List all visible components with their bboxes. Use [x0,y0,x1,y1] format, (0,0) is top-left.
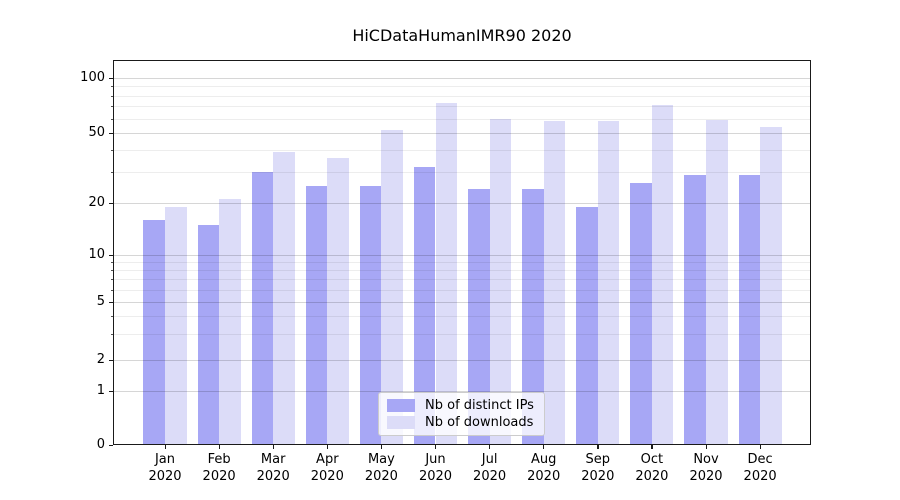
y-minor-tick-mark-60 [111,118,113,120]
y-tick-mark-1 [109,390,113,392]
bar-downloads-jun [435,102,458,445]
bar-distinct-ips-jul [468,189,490,445]
y-tick-mark-50 [109,132,113,134]
legend-label-downloads: Nb of downloads [425,415,534,430]
y-minor-tick-mark-7 [111,279,113,281]
x-tick-label-sep: Sep 2020 [581,452,615,484]
x-tick-label-apr: Apr 2020 [310,452,344,484]
bar-distinct-ips-mar [251,172,274,445]
x-tick-label-dec: Dec 2020 [743,452,777,484]
legend-label-distinct-ips: Nb of distinct IPs [425,398,534,413]
y-tick-mark-10 [109,254,113,256]
x-tick-mark-dec [759,445,761,449]
bars-layer [113,60,811,445]
bar-downloads-jan [165,206,187,445]
x-tick-mark-sep [597,445,599,449]
y-tick-label-5: 5 [96,294,105,309]
y-tick-mark-5 [109,301,113,303]
y-minor-tick-mark-9 [111,262,113,264]
bar-distinct-ips-sep [576,206,598,445]
minor-gridline-70 [113,106,811,108]
x-tick-label-jan: Jan 2020 [148,452,182,484]
bar-distinct-ips-jun [413,167,436,445]
y-tick-mark-100 [109,77,113,79]
bar-downloads-apr [327,158,349,445]
y-tick-label-10: 10 [88,247,105,262]
x-tick-mark-feb [218,445,220,449]
y-minor-tick-mark-3 [111,334,113,336]
x-tick-mark-nov [705,445,707,449]
y-minor-tick-mark-70 [111,106,113,108]
x-tick-label-may: May 2020 [364,452,398,484]
bar-distinct-ips-dec [738,174,761,445]
x-tick-mark-apr [326,445,329,449]
x-tick-label-feb: Feb 2020 [202,452,236,484]
bar-distinct-ips-feb [197,224,220,445]
bar-downloads-feb [219,199,241,445]
y-minor-tick-mark-6 [111,289,113,291]
bar-downloads-oct [651,105,674,445]
bar-downloads-may [381,129,403,445]
y-tick-label-2: 2 [96,352,105,367]
y-tick-mark-20 [109,202,113,204]
y-tick-label-20: 20 [88,195,105,210]
x-tick-mark-aug [543,445,545,449]
x-tick-mark-jul [489,445,491,449]
x-tick-label-jun: Jun 2020 [418,452,453,484]
y-minor-tick-mark-90 [111,86,113,88]
legend-swatch-distinct-ips [387,399,415,412]
y-minor-tick-mark-80 [111,95,113,97]
major-gridline-100 [113,78,811,79]
bar-downloads-aug [543,121,566,445]
x-tick-label-mar: Mar 2020 [256,452,290,484]
x-tick-mark-oct [651,445,653,449]
bar-downloads-dec [760,126,782,445]
y-minor-tick-mark-4 [111,316,113,318]
bar-downloads-mar [273,151,295,445]
x-tick-mark-mar [272,445,274,449]
x-tick-label-jul: Jul 2020 [473,452,507,484]
x-tick-label-nov: Nov 2020 [689,452,723,484]
bar-distinct-ips-nov [684,174,706,445]
legend-swatch-downloads [387,416,415,429]
bar-distinct-ips-may [359,185,382,445]
chart-title: HiCDataHumanIMR90 2020 [352,26,572,45]
y-tick-label-100: 100 [80,70,105,85]
bar-distinct-ips-apr [305,185,328,445]
bar-downloads-nov [706,119,728,445]
bar-downloads-jul [489,118,512,445]
y-minor-tick-mark-30 [111,172,113,174]
bar-distinct-ips-aug [522,189,544,445]
y-tick-label-1: 1 [96,383,105,398]
x-tick-mark-jan [164,445,166,449]
minor-gridline-90 [113,86,811,88]
legend-item-distinct-ips: Nb of distinct IPs [387,398,536,413]
bar-distinct-ips-oct [630,182,652,445]
bar-downloads-sep [597,121,620,445]
legend-item-downloads: Nb of downloads [387,415,536,430]
bar-distinct-ips-jan [143,219,165,445]
y-tick-mark-2 [109,359,113,361]
x-tick-mark-may [380,445,383,449]
plot-area [113,60,811,445]
x-tick-label-aug: Aug 2020 [527,452,561,484]
x-tick-label-oct: Oct 2020 [635,452,669,484]
x-tick-mark-jun [435,445,437,449]
y-tick-label-0: 0 [96,437,105,452]
minor-gridline-80 [113,95,811,97]
y-minor-tick-mark-8 [111,270,113,272]
y-tick-mark-0 [109,444,113,446]
legend: Nb of distinct IPs Nb of downloads [378,392,545,436]
y-tick-label-50: 50 [88,125,105,140]
y-minor-tick-mark-40 [111,150,113,152]
